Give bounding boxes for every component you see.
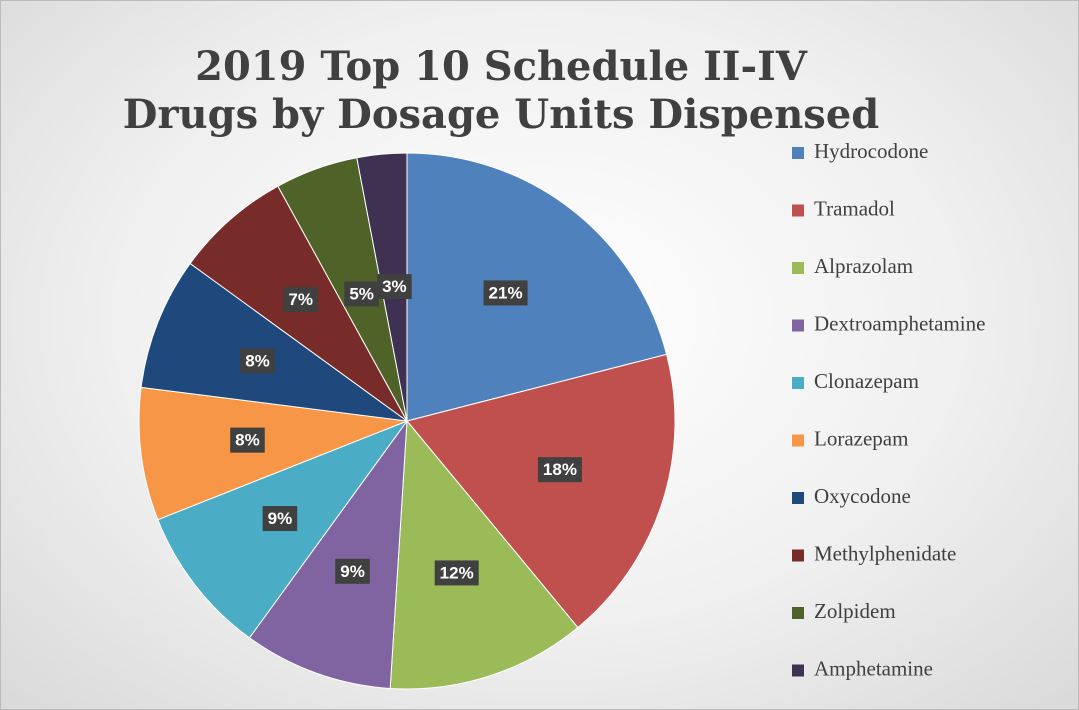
pie-slice [138,386,408,521]
legend-label: Methylphenidate [814,541,956,565]
pie-slice [389,419,579,690]
data-label-box [483,280,528,306]
legend-swatch [792,147,804,159]
legend-swatch [792,492,804,504]
legend-label: Clonazepam [814,369,919,393]
data-label: 9% [268,509,293,528]
chart-title: 2019 Top 10 Schedule II-IV Drugs by Dosa… [122,43,880,138]
pie-slice [140,262,408,422]
pie-slice [248,419,408,690]
data-label: 21% [489,283,523,302]
legend-swatch [792,434,804,447]
legend-label: Lorazepam [814,426,908,450]
pie-slice [406,152,668,422]
data-label: 12% [440,563,474,582]
data-label-box [537,457,582,483]
data-label-box [283,286,318,312]
data-label: 9% [340,562,365,581]
legend-label: Zolpidem [814,599,896,623]
data-label-box [377,274,412,300]
data-label: 5% [349,284,374,303]
data-label: 8% [235,431,260,450]
data-label-box [230,427,265,453]
data-label: 8% [245,351,270,370]
legend-label: Amphetamine [814,656,933,680]
data-label: 18% [543,460,577,479]
data-label-box [344,281,379,307]
legend-label: Tramadol [814,196,895,220]
data-label: 7% [288,290,313,309]
data-label-box [240,348,275,374]
data-label-box [262,506,298,532]
legend-label: Alprazolam [814,254,913,278]
legend-label: Oxycodone [814,484,911,508]
legend-label: Hydrocodone [814,139,928,163]
legend-swatch [792,204,804,217]
pie-slice [406,353,676,629]
legend-swatch [792,607,804,619]
legend-swatch [792,262,804,274]
data-label-box [434,560,479,586]
legend-label: Dextroamphetamine [814,311,985,335]
legend-swatch [792,664,804,677]
data-label-box [335,558,370,584]
legend-swatch [792,377,804,389]
legend-swatch [792,319,804,332]
legend-swatch [792,549,804,562]
data-label: 3% [382,277,407,296]
